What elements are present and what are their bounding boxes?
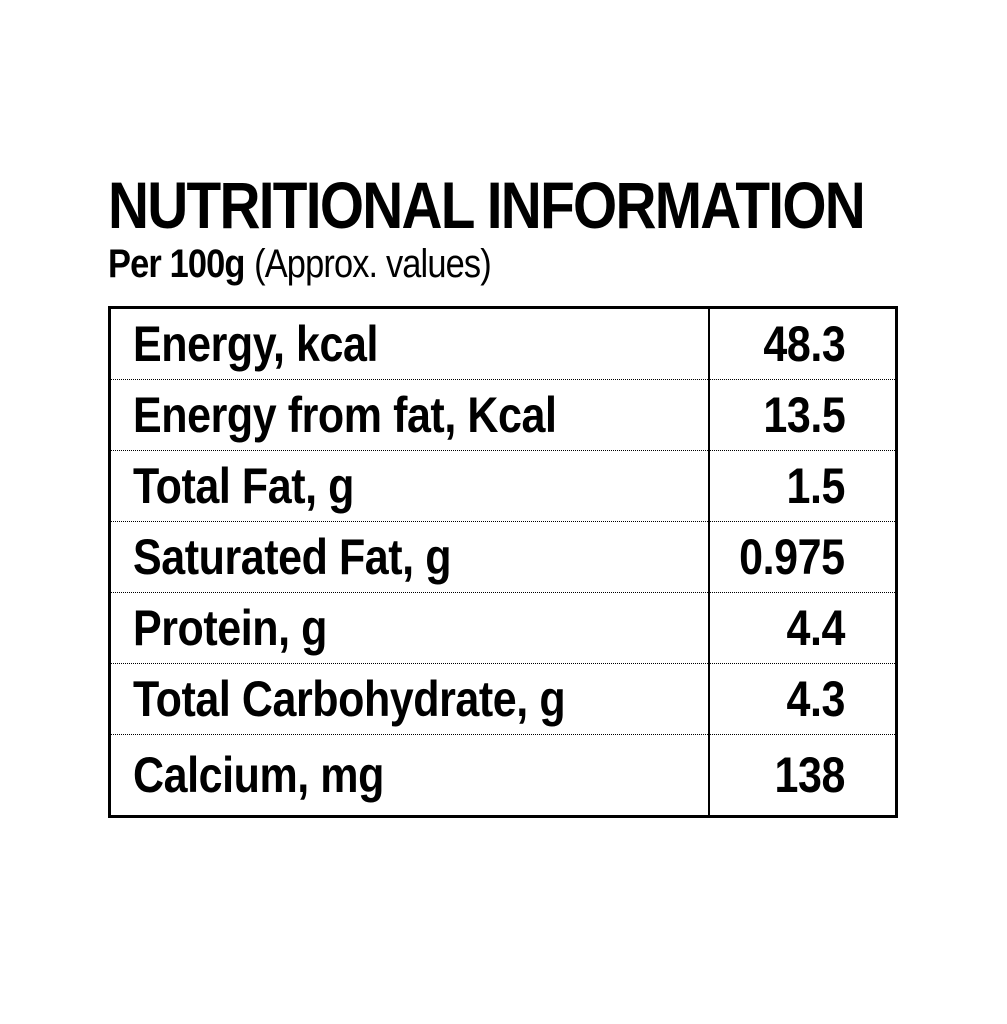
table-row: Energy from fat, Kcal 13.5 bbox=[109, 379, 897, 451]
nutrient-label: Total Fat, g bbox=[133, 458, 354, 514]
table-row: Total Carbohydrate, g 4.3 bbox=[109, 663, 897, 735]
nutrition-table: Energy, kcal 48.3 Energy from fat, Kcal … bbox=[108, 306, 898, 818]
nutrient-label: Saturated Fat, g bbox=[133, 529, 452, 585]
nutrient-label: Protein, g bbox=[133, 600, 327, 656]
nutrient-value: 13.5 bbox=[763, 387, 845, 443]
nutrient-value: 4.3 bbox=[786, 671, 846, 727]
nutrient-value: 138 bbox=[774, 747, 846, 803]
nutrient-value-cell: 13.5 bbox=[709, 379, 897, 451]
nutrient-label-cell: Protein, g bbox=[109, 592, 710, 664]
approx-note: (Approx. values) bbox=[254, 242, 492, 286]
nutrient-label: Total Carbohydrate, g bbox=[133, 671, 566, 727]
panel-title: NUTRITIONAL INFORMATION bbox=[108, 168, 866, 242]
nutrient-label: Calcium, mg bbox=[133, 747, 384, 803]
nutrient-label: Energy from fat, Kcal bbox=[133, 387, 557, 443]
table-row: Protein, g 4.4 bbox=[109, 592, 897, 664]
nutrient-value: 0.975 bbox=[739, 529, 846, 585]
nutrient-label: Energy, kcal bbox=[133, 316, 379, 372]
panel-subtitle: Per 100g (Approx. values) bbox=[108, 242, 787, 286]
nutrient-value-cell: 4.4 bbox=[709, 592, 897, 664]
nutrient-value-cell: 0.975 bbox=[709, 521, 897, 593]
nutrient-value-cell: 4.3 bbox=[709, 663, 897, 735]
nutrient-value-cell: 1.5 bbox=[709, 450, 897, 522]
table-row: Energy, kcal 48.3 bbox=[109, 307, 897, 380]
nutrient-value: 4.4 bbox=[786, 600, 846, 656]
nutrient-label-cell: Total Fat, g bbox=[109, 450, 710, 522]
table-row: Saturated Fat, g 0.975 bbox=[109, 521, 897, 593]
nutrient-label-cell: Total Carbohydrate, g bbox=[109, 663, 710, 735]
nutrient-value-cell: 48.3 bbox=[709, 307, 897, 380]
nutrient-label-cell: Energy from fat, Kcal bbox=[109, 379, 710, 451]
nutrient-label-cell: Energy, kcal bbox=[109, 307, 710, 380]
table-row: Total Fat, g 1.5 bbox=[109, 450, 897, 522]
nutrient-value: 1.5 bbox=[786, 458, 846, 514]
serving-basis: Per 100g bbox=[108, 242, 245, 286]
table-row: Calcium, mg 138 bbox=[109, 734, 897, 817]
nutrient-value-cell: 138 bbox=[709, 735, 897, 817]
nutrition-panel: NUTRITIONAL INFORMATION Per 100g (Approx… bbox=[108, 168, 898, 818]
nutrient-label-cell: Calcium, mg bbox=[109, 734, 710, 817]
nutrient-value: 48.3 bbox=[763, 316, 845, 372]
nutrient-label-cell: Saturated Fat, g bbox=[109, 521, 710, 593]
